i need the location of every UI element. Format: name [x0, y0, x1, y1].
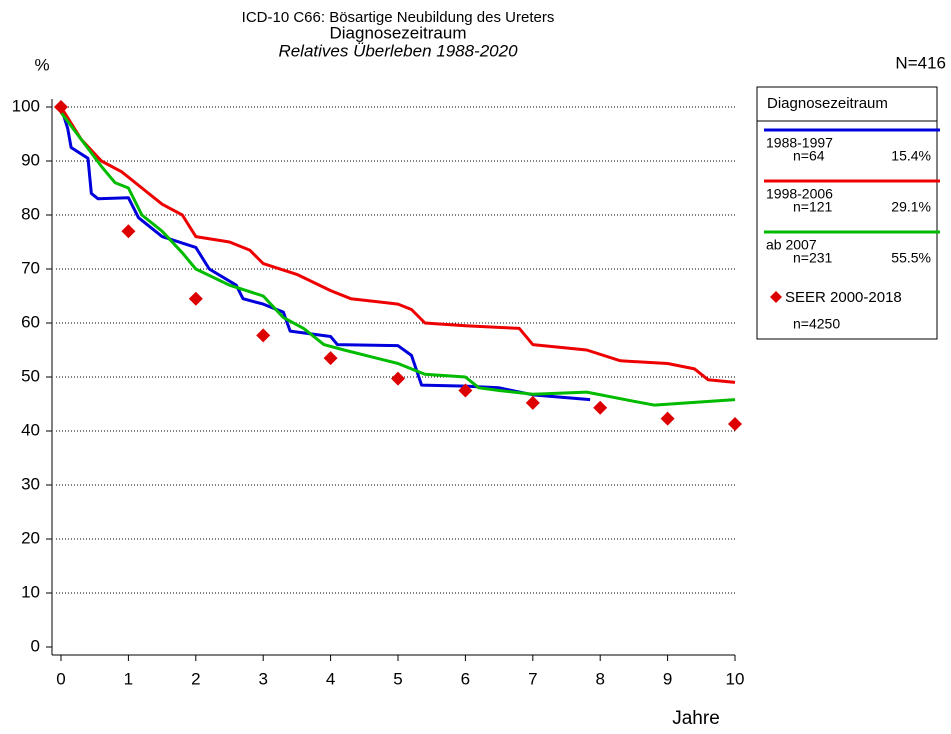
x-tick-label: 8 [595, 669, 604, 688]
x-tick-label: 5 [393, 669, 402, 688]
y-tick-label: 10 [21, 582, 40, 601]
legend-label: SEER 2000-2018 [785, 289, 902, 306]
seer-marker [391, 371, 405, 386]
y-tick-label: 30 [21, 474, 40, 493]
x-tick-label: 6 [461, 669, 470, 688]
seer-marker [54, 100, 68, 114]
y-tick-label: 20 [21, 528, 40, 547]
y-axis-label: % [34, 55, 49, 74]
x-tick-label: 0 [56, 669, 65, 688]
x-tick-label: 2 [191, 669, 200, 688]
total-count: N=416 [895, 53, 946, 72]
y-tick-label: 50 [21, 366, 40, 385]
y-tick-label: 90 [21, 150, 40, 169]
x-tick-label: 7 [528, 669, 537, 688]
legend-label: 1998-2006 [766, 186, 833, 202]
legend-label: ab 2007 [766, 237, 817, 253]
survival-curve [59, 106, 736, 384]
legend-count: n=4250 [793, 316, 840, 332]
legend-share: 55.5% [891, 250, 931, 266]
chart-subtitle: Diagnosezeitraum [329, 23, 466, 42]
seer-marker [323, 351, 338, 366]
seer-marker [121, 224, 136, 239]
legend-title: Diagnosezeitraum [767, 95, 888, 112]
survival-curve [59, 111, 736, 407]
legend-share: 15.4% [891, 148, 931, 164]
legend-share: 29.1% [891, 199, 931, 215]
chart-subtitle: Relatives Überleben 1988-2020 [278, 41, 518, 60]
x-tick-label: 10 [726, 669, 745, 688]
seer-marker [188, 291, 203, 306]
seer-marker [593, 400, 608, 415]
y-tick-label: 40 [21, 420, 40, 439]
x-axis-label: Jahre [672, 708, 720, 729]
legend-marker [770, 291, 782, 303]
legend-count: n=121 [793, 199, 833, 215]
seer-marker [458, 383, 473, 398]
y-tick-label: 0 [31, 636, 40, 655]
x-tick-label: 3 [258, 669, 267, 688]
survival-curve [59, 106, 591, 402]
x-tick-label: 9 [663, 669, 672, 688]
y-tick-label: 80 [21, 204, 40, 223]
y-tick-label: 100 [12, 96, 40, 115]
legend-label: 1988-1997 [766, 135, 833, 151]
seer-marker [256, 328, 271, 343]
y-tick-label: 60 [21, 312, 40, 331]
x-tick-label: 1 [124, 669, 133, 688]
seer-marker [660, 411, 675, 426]
seer-marker [728, 416, 742, 431]
legend-count: n=231 [793, 250, 833, 266]
x-tick-label: 4 [326, 669, 335, 688]
legend-count: n=64 [793, 148, 825, 164]
chart-title: ICD-10 C66: Bösartige Neubildung des Ure… [242, 9, 555, 26]
seer-marker [525, 395, 540, 410]
y-tick-label: 70 [21, 258, 40, 277]
